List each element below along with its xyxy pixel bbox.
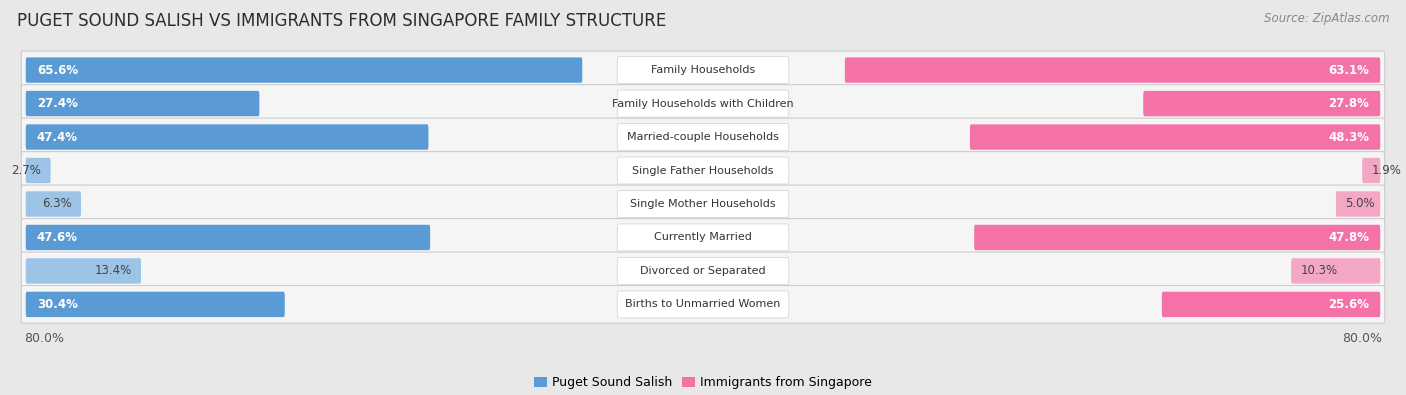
FancyBboxPatch shape — [25, 258, 141, 284]
Text: PUGET SOUND SALISH VS IMMIGRANTS FROM SINGAPORE FAMILY STRUCTURE: PUGET SOUND SALISH VS IMMIGRANTS FROM SI… — [17, 12, 666, 30]
FancyBboxPatch shape — [25, 158, 51, 183]
Text: 2.7%: 2.7% — [11, 164, 41, 177]
FancyBboxPatch shape — [1336, 191, 1381, 217]
Text: Family Households with Children: Family Households with Children — [612, 99, 794, 109]
FancyBboxPatch shape — [21, 286, 1385, 323]
Text: 63.1%: 63.1% — [1329, 64, 1369, 77]
Text: Divorced or Separated: Divorced or Separated — [640, 266, 766, 276]
Text: 27.4%: 27.4% — [37, 97, 77, 110]
Text: 47.4%: 47.4% — [37, 130, 77, 143]
FancyBboxPatch shape — [21, 252, 1385, 290]
FancyBboxPatch shape — [617, 291, 789, 318]
FancyBboxPatch shape — [1291, 258, 1381, 284]
FancyBboxPatch shape — [21, 152, 1385, 189]
Text: Married-couple Households: Married-couple Households — [627, 132, 779, 142]
FancyBboxPatch shape — [970, 124, 1381, 150]
Text: 27.8%: 27.8% — [1329, 97, 1369, 110]
FancyBboxPatch shape — [25, 191, 82, 217]
Text: Single Mother Households: Single Mother Households — [630, 199, 776, 209]
FancyBboxPatch shape — [617, 124, 789, 150]
FancyBboxPatch shape — [845, 57, 1381, 83]
FancyBboxPatch shape — [617, 224, 789, 251]
FancyBboxPatch shape — [617, 90, 789, 117]
Legend: Puget Sound Salish, Immigrants from Singapore: Puget Sound Salish, Immigrants from Sing… — [534, 376, 872, 389]
Text: 47.6%: 47.6% — [37, 231, 77, 244]
Text: 6.3%: 6.3% — [42, 198, 72, 211]
FancyBboxPatch shape — [1143, 91, 1381, 116]
FancyBboxPatch shape — [974, 225, 1381, 250]
FancyBboxPatch shape — [21, 85, 1385, 122]
FancyBboxPatch shape — [1161, 292, 1381, 317]
FancyBboxPatch shape — [617, 258, 789, 284]
FancyBboxPatch shape — [617, 157, 789, 184]
Text: Births to Unmarried Women: Births to Unmarried Women — [626, 299, 780, 309]
Text: Source: ZipAtlas.com: Source: ZipAtlas.com — [1264, 12, 1389, 25]
Text: 47.8%: 47.8% — [1329, 231, 1369, 244]
Text: 10.3%: 10.3% — [1301, 264, 1337, 277]
Text: 1.9%: 1.9% — [1372, 164, 1402, 177]
Text: 80.0%: 80.0% — [24, 332, 65, 345]
FancyBboxPatch shape — [617, 190, 789, 218]
Text: Single Father Households: Single Father Households — [633, 166, 773, 175]
FancyBboxPatch shape — [21, 51, 1385, 89]
FancyBboxPatch shape — [1362, 158, 1381, 183]
Text: 80.0%: 80.0% — [1341, 332, 1382, 345]
Text: 48.3%: 48.3% — [1329, 130, 1369, 143]
Text: 30.4%: 30.4% — [37, 298, 77, 311]
FancyBboxPatch shape — [25, 124, 429, 150]
FancyBboxPatch shape — [25, 225, 430, 250]
FancyBboxPatch shape — [21, 118, 1385, 156]
Text: Currently Married: Currently Married — [654, 232, 752, 243]
Text: Family Households: Family Households — [651, 65, 755, 75]
Text: 5.0%: 5.0% — [1346, 198, 1375, 211]
Text: 25.6%: 25.6% — [1329, 298, 1369, 311]
FancyBboxPatch shape — [21, 185, 1385, 223]
FancyBboxPatch shape — [25, 91, 259, 116]
FancyBboxPatch shape — [617, 56, 789, 84]
FancyBboxPatch shape — [21, 218, 1385, 256]
Text: 65.6%: 65.6% — [37, 64, 77, 77]
FancyBboxPatch shape — [25, 57, 582, 83]
Text: 13.4%: 13.4% — [94, 264, 132, 277]
FancyBboxPatch shape — [25, 292, 285, 317]
